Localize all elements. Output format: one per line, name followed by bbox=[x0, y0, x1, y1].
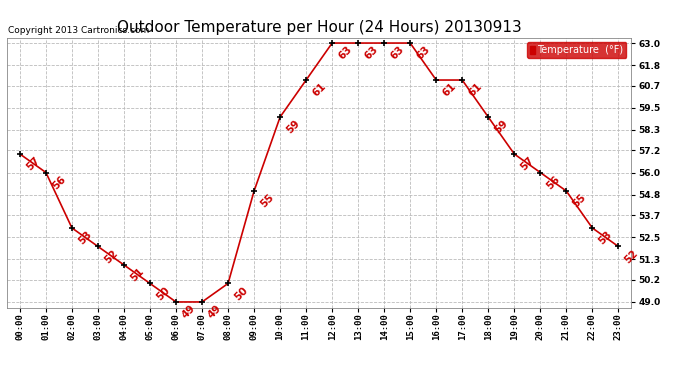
Text: 50: 50 bbox=[154, 285, 172, 302]
Text: 50: 50 bbox=[233, 285, 250, 302]
Text: 49: 49 bbox=[180, 303, 197, 321]
Text: 52: 52 bbox=[622, 248, 640, 265]
Text: 63: 63 bbox=[336, 44, 354, 62]
Text: 59: 59 bbox=[493, 118, 510, 136]
Text: Copyright 2013 Cartronics.com: Copyright 2013 Cartronics.com bbox=[8, 26, 150, 35]
Text: 57: 57 bbox=[24, 155, 41, 173]
Text: 56: 56 bbox=[50, 174, 68, 191]
Text: 61: 61 bbox=[466, 81, 484, 99]
Text: 63: 63 bbox=[362, 44, 380, 62]
Text: 63: 63 bbox=[388, 44, 406, 62]
Text: 57: 57 bbox=[518, 155, 536, 173]
Text: 63: 63 bbox=[415, 44, 432, 62]
Text: 53: 53 bbox=[76, 230, 93, 247]
Text: 49: 49 bbox=[206, 303, 224, 321]
Legend: Temperature  (°F): Temperature (°F) bbox=[526, 42, 627, 58]
Text: 52: 52 bbox=[102, 248, 119, 265]
Text: 55: 55 bbox=[258, 192, 275, 210]
Text: 55: 55 bbox=[571, 192, 588, 210]
Text: 53: 53 bbox=[596, 230, 614, 247]
Text: 61: 61 bbox=[440, 81, 457, 99]
Title: Outdoor Temperature per Hour (24 Hours) 20130913: Outdoor Temperature per Hour (24 Hours) … bbox=[117, 20, 522, 35]
Text: 61: 61 bbox=[310, 81, 328, 99]
Text: 59: 59 bbox=[284, 118, 302, 136]
Text: 56: 56 bbox=[544, 174, 562, 191]
Text: 51: 51 bbox=[128, 266, 146, 284]
